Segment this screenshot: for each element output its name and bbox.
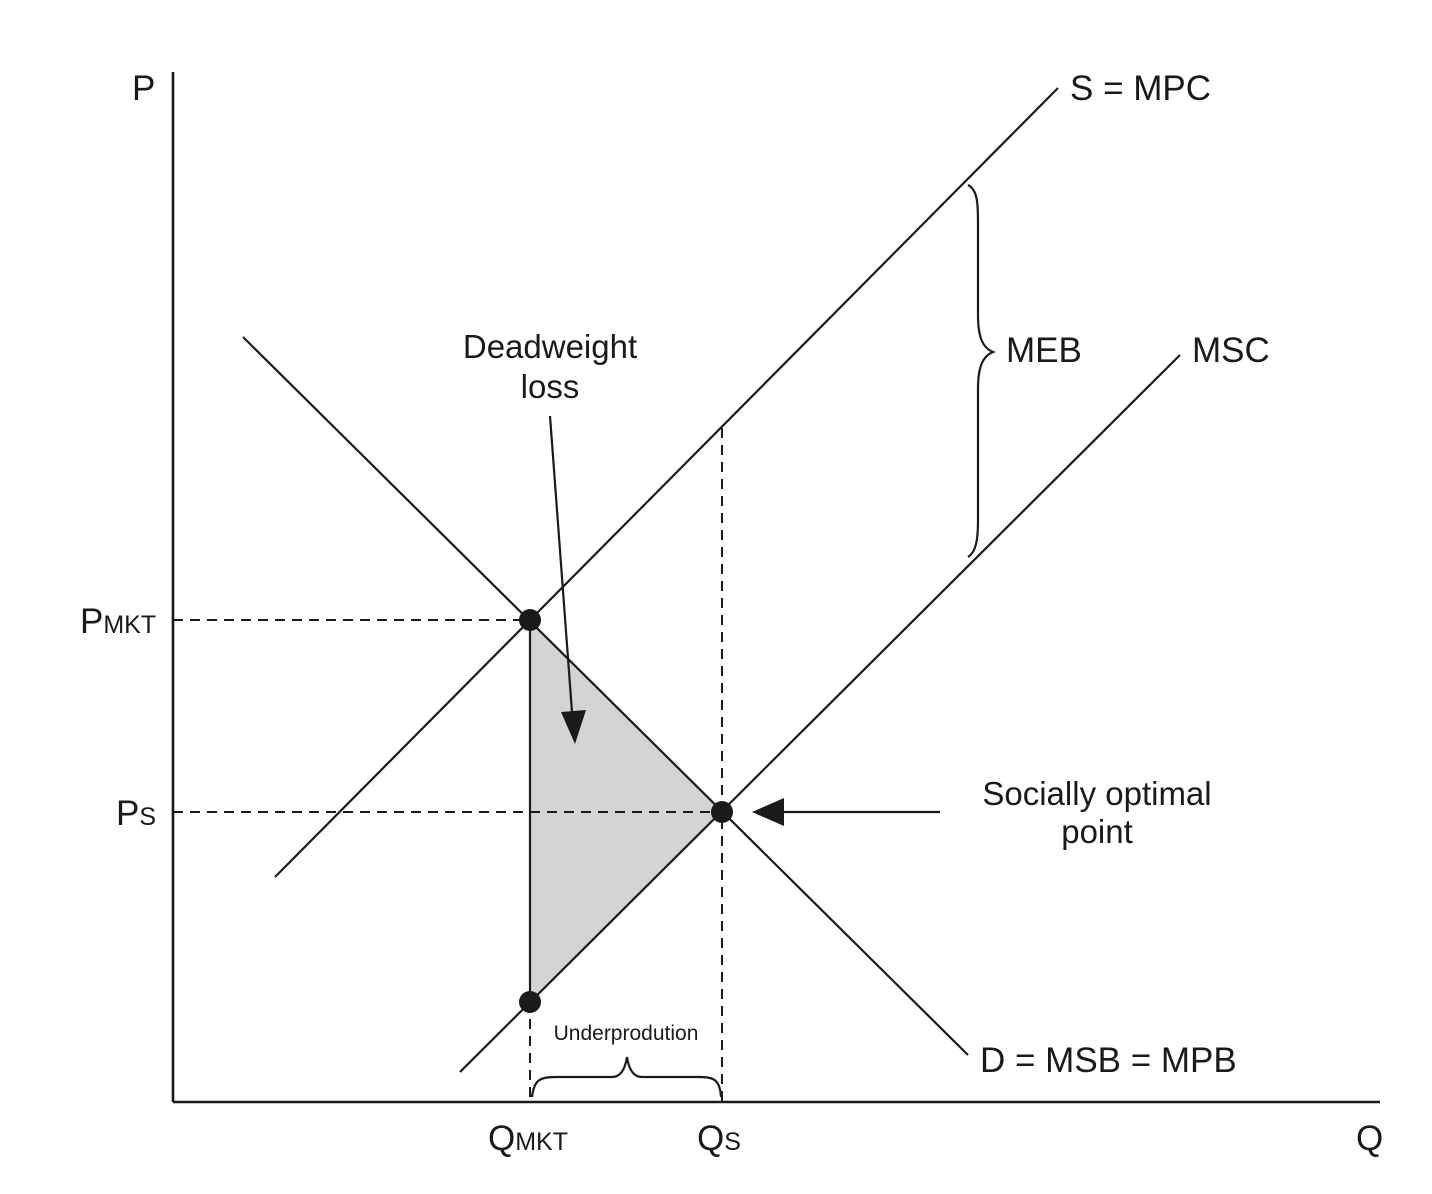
meb-brace [967, 184, 996, 558]
supply-mpc-curve [274, 87, 1059, 878]
p-mkt-label: PMKT [80, 602, 156, 641]
social-label-line2: point [1061, 813, 1133, 850]
msc-at-qmkt-point [519, 991, 541, 1013]
supply-curve-label: S = MPC [1070, 69, 1211, 108]
meb-label: MEB [1006, 331, 1082, 370]
deadweight-arrow-head [561, 710, 586, 744]
deadweight-label-line1: Deadweight [463, 328, 637, 365]
msc-curve [459, 354, 1181, 1073]
demand-curve [242, 336, 969, 1056]
deadweight-arrow-shaft [548, 415, 574, 713]
q-s-label: QS [697, 1119, 741, 1158]
market-equilibrium-point [519, 609, 541, 631]
deadweight-label-line2: loss [521, 368, 580, 405]
social-label-line1: Socially optimal [982, 775, 1211, 812]
socially-optimal-point [711, 801, 733, 823]
underproduction-brace [530, 1056, 723, 1098]
y-axis-label: P [132, 69, 155, 108]
social-arrow-head [752, 798, 784, 826]
p-s-label: PS [116, 794, 156, 833]
demand-curve-label: D = MSB = MPB [980, 1041, 1237, 1080]
x-axis-label: Q [1356, 1119, 1383, 1158]
underproduction-label: Underprodution [554, 1022, 699, 1045]
msc-curve-label: MSC [1192, 331, 1270, 370]
q-mkt-label: QMKT [488, 1119, 568, 1158]
deadweight-loss-area [530, 620, 722, 1002]
